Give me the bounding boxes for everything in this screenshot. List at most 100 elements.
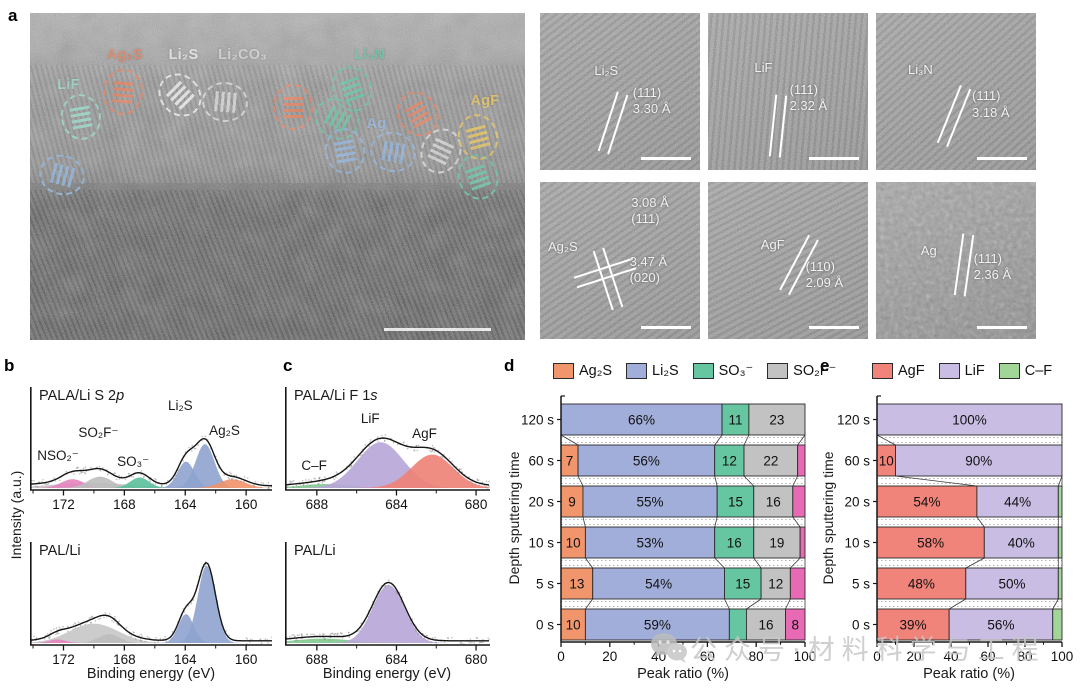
tem-phase-label-2: Li₂S [168,47,199,64]
panel-letter-e: e [820,356,830,375]
bar-chart-d: 66% 11 23 120 s 7 56% 12 22 60 s 9 55% 15 16 20 s 10 53… [500,392,818,664]
lattice-fringes-glyph [282,94,304,120]
chart-e-canvas: 100% 120 s 10 90% 60 s 54% 44% 20 s 58% 40% 10 s 48… [837,395,1073,664]
svg-text:20 s: 20 s [844,494,870,509]
legend-label: SO₃⁻ [718,363,754,379]
svg-text:40: 40 [651,649,666,662]
inset-dspacing-text-1: 3.47 Å (020) [629,254,668,286]
legend-swatch [767,363,789,379]
svg-text:22: 22 [763,453,778,468]
svg-text:16: 16 [727,535,742,550]
svg-text:80: 80 [749,649,764,662]
svg-text:0: 0 [873,649,881,662]
inset-grain-texture [876,13,1036,170]
lattice-fringes-glyph [332,137,358,166]
peak-label: AgF [412,425,437,441]
inset-grain-texture [708,13,868,170]
tem-inset-AgF: AgF (110) 2.09 Å [708,182,868,339]
depth-sputtering-label-d: Depth sputtering time [506,451,522,585]
tem-annotation-overlay: LiF Ag₂S Li₂S Li₂CO₃ Li₃N Ag AgF [30,13,525,340]
spectrum-title: PAL/Li [39,543,81,559]
tem-phase-label-5: Ag [366,116,387,132]
svg-text:40%: 40% [1008,535,1035,550]
svg-text:168: 168 [113,652,136,667]
tem-inset-LiN: Li₃N (111) 3.18 Å [876,13,1036,170]
legend-item-2: C–F [998,363,1052,379]
inset-scale-bar [809,325,859,329]
svg-text:56%: 56% [987,617,1014,632]
tem-inset-Ag: Ag (111) 2.36 Å [876,182,1036,339]
svg-text:80: 80 [1017,649,1032,662]
lattice-fringes-glyph [111,78,135,106]
inset-dspacing-text-0: (111) 3.30 Å [632,85,671,117]
svg-text:680: 680 [465,497,488,512]
svg-text:100%: 100% [952,412,987,427]
svg-text:60: 60 [980,649,995,662]
lattice-fringes-glyph [426,135,456,168]
legend-item-2: SO₃⁻ [692,363,754,379]
tem-inset-LiS: Li₂S (111) 3.30 Å [540,13,700,170]
tem-main-image: LiF Ag₂S Li₂S Li₂CO₃ Li₃N Ag AgF [30,13,525,340]
svg-text:160: 160 [235,497,258,512]
tem-region-marker-AgS-0 [101,67,145,117]
inset-phase-label: Ag₂S [548,238,578,254]
dspacing-marker-lines-0 [953,233,974,297]
svg-text:120 s: 120 s [521,412,554,427]
peak-label: SO₃⁻ [117,453,150,469]
binding-energy-label-b: Binding energy (eV) [86,666,216,682]
legend-label: Ag₂S [579,363,613,379]
svg-text:10: 10 [879,453,894,468]
spectrum-pal-li-s2p: 172 168 164 160 PAL/Li [29,540,273,672]
svg-text:5 s: 5 s [536,576,554,591]
svg-text:684: 684 [385,652,408,667]
spectrum-canvas: 688 684 680 [284,387,490,512]
svg-text:10 s: 10 s [528,535,554,550]
svg-text:39%: 39% [900,617,927,632]
svg-text:100: 100 [794,649,817,662]
svg-text:55%: 55% [637,494,664,509]
tem-phase-label-1: Ag₂S [106,47,143,64]
svg-text:16: 16 [758,617,773,632]
panel-letter-a: a [8,6,18,25]
spectrum-title: PALA/Li F 1s [294,388,378,404]
lattice-fringes-glyph [463,162,493,193]
svg-text:20 s: 20 s [528,494,554,509]
bar-chart-e: 100% 120 s 10 90% 60 s 54% 44% 20 s 58% 40% 10 s 48… [810,392,1080,664]
panel-letter-b: b [4,356,15,375]
inset-scale-bar [641,156,691,160]
svg-text:50%: 50% [999,576,1026,591]
svg-text:12: 12 [722,453,737,468]
svg-text:0 s: 0 s [536,617,554,632]
legend-item-1: Li₂S [626,363,679,379]
lattice-fringes-glyph [464,122,492,153]
svg-text:19: 19 [769,535,784,550]
tem-phase-label-6: AgF [470,93,500,110]
inset-scale-bar [977,156,1027,160]
svg-text:7: 7 [566,453,574,468]
spectrum-canvas: 172 168 164 160 [29,542,273,667]
inset-phase-label: AgF [760,236,785,252]
svg-text:13: 13 [569,576,584,591]
svg-text:10: 10 [566,617,581,632]
svg-text:15: 15 [728,494,743,509]
legend-item-0: Ag₂S [553,363,612,379]
inset-dspacing-text-0: (111) 3.18 Å [972,88,1010,120]
legend-swatch [553,363,574,379]
inset-dspacing-text-0: (111) 2.36 Å [973,251,1012,283]
svg-text:160: 160 [235,652,258,667]
svg-text:15: 15 [735,576,750,591]
tem-region-marker-LiF-0 [57,91,105,144]
spectrum-canvas: 688 684 680 [284,542,491,667]
svg-text:48%: 48% [908,576,935,591]
spectrum-title: PAL/Li [294,543,336,559]
inset-grain-texture [708,182,868,339]
inset-phase-label: Ag [920,243,937,259]
intensity-axis-label: Intensity (a.u.) [8,470,24,560]
inset-phase-label: Li₃N [908,61,933,77]
inset-lattice-texture [708,13,868,170]
lattice-fringes-glyph [68,103,94,132]
svg-text:120 s: 120 s [837,412,870,427]
dspacing-marker-lines-0 [597,91,629,154]
